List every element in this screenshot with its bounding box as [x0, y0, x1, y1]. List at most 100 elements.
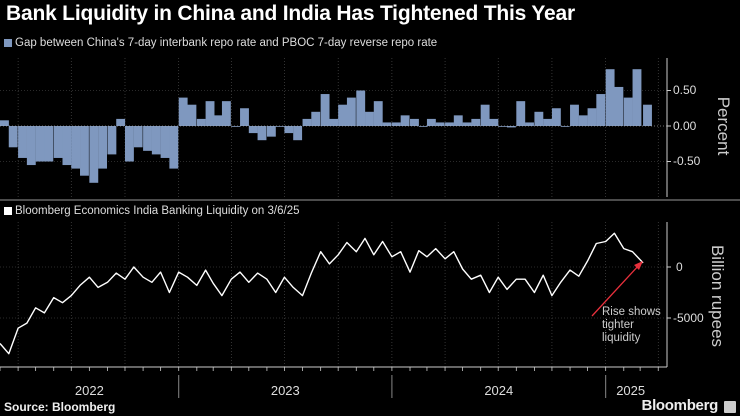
china-gap-bar: [373, 101, 383, 126]
china-gap-bar: [356, 90, 366, 126]
annotation-text: liquidity: [602, 332, 641, 344]
china-gap-bar: [453, 115, 463, 126]
china-gap-bar: [498, 126, 508, 127]
china-gap-bar: [275, 126, 285, 127]
china-gap-bar: [231, 126, 241, 127]
china-gap-bar: [400, 115, 410, 126]
china-gap-bar: [570, 104, 579, 126]
china-gap-bar: [213, 115, 223, 126]
china-gap-bar: [178, 97, 188, 126]
china-gap-bar: [605, 69, 615, 126]
legend-swatch-india: [4, 207, 12, 215]
china-gap-bar: [462, 122, 472, 126]
x-tick-label: 2024: [484, 383, 513, 398]
legend-label-india: Bloomberg Economics India Banking Liquid…: [15, 205, 300, 217]
china-gap-bar: [98, 126, 108, 169]
annotation-text: tighter: [602, 319, 634, 331]
bloomberg-chart-icon: [724, 401, 736, 413]
china-gap-bar: [311, 111, 321, 126]
china-gap-bar: [320, 94, 330, 126]
china-gap-bar: [124, 126, 134, 162]
china-gap-bar: [551, 108, 561, 126]
china-gap-bar: [506, 126, 516, 128]
china-gap-bar: [338, 104, 348, 126]
india-ylabel: Billion rupees: [708, 245, 727, 347]
china-gap-bar: [89, 126, 99, 183]
china-gap-bar: [643, 104, 652, 126]
india-ytick-label: 0: [676, 260, 683, 274]
china-ylabel: Percent: [714, 97, 733, 156]
china-gap-bar: [365, 111, 374, 126]
china-gap-bar: [35, 126, 45, 162]
china-ytick-label: 0.00: [673, 119, 697, 133]
annotation-arrowhead: [634, 261, 643, 270]
annotation-arrow: [591, 263, 641, 317]
china-gap-bar: [302, 118, 312, 126]
annotation-text: Rise shows: [602, 306, 661, 318]
china-gap-bar: [240, 108, 249, 126]
china-gap-bar: [534, 111, 544, 126]
x-tick-label: 2025: [616, 383, 645, 398]
china-gap-bar: [221, 101, 231, 126]
china-gap-bar: [26, 126, 36, 166]
china-gap-bar: [382, 122, 392, 126]
china-gap-bar: [516, 101, 526, 126]
x-tick-label: 2023: [271, 383, 300, 398]
china-gap-bar: [71, 126, 81, 169]
china-gap-bar: [160, 126, 170, 158]
china-gap-bar: [53, 126, 63, 158]
china-gap-bar: [133, 126, 143, 148]
china-gap-bar: [80, 126, 89, 176]
china-gap-bar: [151, 126, 161, 155]
china-gap-bar: [116, 118, 126, 126]
china-gap-bar: [187, 104, 197, 126]
china-ytick-label: 0.50: [673, 83, 697, 97]
china-gap-bar: [560, 126, 570, 127]
china-ytick-label: -0.50: [673, 154, 701, 168]
china-gap-bar: [257, 126, 267, 141]
china-gap-bar: [391, 122, 401, 126]
china-gap-bar: [410, 118, 419, 126]
china-gap-bar: [293, 126, 303, 141]
china-gap-bar: [0, 120, 9, 126]
china-gap-bar: [346, 97, 356, 126]
china-gap-bar: [578, 115, 588, 126]
china-gap-bar: [426, 118, 436, 126]
china-gap-bar: [248, 126, 258, 134]
legend-label-china: Gap between China's 7-day interbank repo…: [15, 37, 438, 49]
chart-title: Bank Liquidity in China and India Has Ti…: [6, 2, 575, 25]
china-gap-bar: [632, 69, 642, 126]
india-liquidity-line: [0, 232, 644, 355]
china-gap-bar: [596, 94, 606, 126]
china-gap-bar: [480, 104, 490, 126]
china-gap-bar: [62, 126, 72, 166]
china-gap-bar: [445, 122, 454, 126]
china-gap-bar: [329, 118, 339, 126]
bloomberg-logo: Bloomberg: [641, 397, 719, 414]
legend-swatch-china: [4, 39, 12, 47]
china-gap-bar: [418, 126, 428, 127]
china-gap-bar: [614, 86, 624, 126]
china-gap-bar: [489, 118, 499, 126]
china-gap-bar: [8, 126, 18, 148]
legend-india: Bloomberg Economics India Banking Liquid…: [4, 205, 299, 217]
china-gap-bar: [284, 126, 294, 134]
china-gap-bar: [266, 126, 276, 137]
china-gap-bar: [143, 126, 152, 151]
china-gap-bar: [623, 97, 633, 126]
china-gap-bar: [18, 126, 27, 158]
china-gap-bar: [205, 101, 215, 126]
china-gap-bar: [107, 126, 117, 155]
source-note: Source: Bloomberg: [4, 400, 116, 414]
china-gap-bar: [435, 122, 445, 126]
legend-china: Gap between China's 7-day interbank repo…: [4, 37, 437, 49]
china-gap-bar: [471, 118, 481, 126]
china-gap-bar: [44, 126, 54, 162]
x-tick-label: 2022: [75, 383, 104, 398]
china-gap-bar: [587, 108, 597, 126]
china-gap-bar: [525, 122, 534, 126]
china-gap-bar: [196, 118, 206, 126]
china-gap-bar: [543, 118, 553, 126]
